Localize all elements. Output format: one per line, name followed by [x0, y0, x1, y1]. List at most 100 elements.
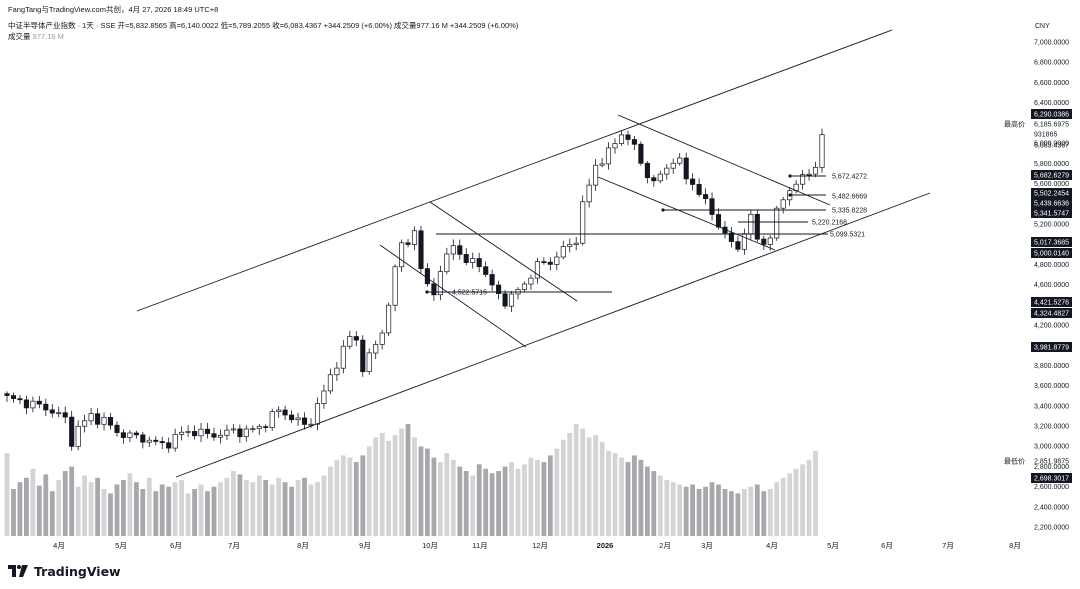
volume-bar — [328, 466, 333, 536]
candle-body — [735, 241, 741, 250]
candlestick — [360, 335, 366, 377]
volume-bar — [470, 475, 476, 536]
price-tick-label: 3,400.0000 — [1034, 403, 1069, 410]
volume-bar — [256, 475, 262, 536]
candle-body — [224, 429, 230, 436]
channel-lower-line — [175, 192, 931, 478]
price-label-badge — [1031, 248, 1072, 258]
price-tick-label: 2,600.0000 — [1034, 484, 1069, 491]
candle-body — [748, 213, 754, 235]
candlestick — [625, 130, 631, 146]
price-label: 3,981.8779 — [1034, 345, 1069, 352]
volume-bar — [431, 457, 437, 536]
candle-body — [483, 266, 489, 275]
candle-body — [379, 332, 385, 345]
candlestick — [4, 391, 10, 402]
candlestick — [547, 257, 553, 271]
candlestick — [314, 397, 321, 431]
volume-bar — [295, 480, 301, 536]
volume-bar — [742, 489, 747, 536]
candlestick — [243, 425, 249, 442]
price-label: 6,185.6975 — [1034, 122, 1069, 129]
level-anchor-dot — [661, 208, 665, 212]
volume-bar — [108, 493, 113, 536]
candlestick — [754, 210, 760, 242]
candlestick — [347, 330, 353, 350]
volume-bar — [554, 448, 560, 536]
candle-body — [101, 417, 107, 425]
candle-body — [4, 393, 10, 396]
time-tick-label: 7月 — [942, 541, 954, 550]
price-label: 2,698.3017 — [1034, 476, 1069, 483]
time-tick-label: 5月 — [115, 541, 127, 550]
candle-body — [69, 416, 75, 447]
volume-bar — [425, 448, 430, 536]
volume-bar — [709, 482, 715, 536]
volume-bar — [36, 485, 42, 536]
price-tick-label: 6,400.0000 — [1034, 100, 1069, 107]
price-label-badge — [1031, 109, 1072, 119]
level-anchor-dot — [788, 193, 792, 197]
candlestick — [580, 195, 586, 246]
candlestick — [774, 206, 780, 241]
candlestick — [172, 428, 178, 452]
candle-body — [75, 425, 81, 447]
volume-bar — [754, 484, 760, 536]
price-tick-label: 3,000.0000 — [1034, 444, 1069, 451]
volume-bar — [237, 474, 243, 536]
tradingview-brand[interactable]: TradingView — [8, 563, 121, 579]
price-label: 5,682.6279 — [1034, 173, 1069, 180]
candlestick — [677, 153, 683, 166]
volume-bar — [535, 459, 540, 536]
volume-bar — [250, 482, 256, 536]
candle-body — [651, 177, 657, 182]
candle-body — [618, 134, 625, 144]
candlestick — [631, 135, 637, 150]
symbol-ohlc-line: 中证半导体产业指数 · 1天 · SSE 开=5,832.8565 高=6,14… — [8, 21, 519, 30]
candle-body — [289, 414, 295, 421]
candlestick — [541, 257, 547, 265]
volume-bar — [231, 471, 236, 536]
volume-bar — [418, 446, 424, 536]
level-label: 5,335.8228 — [832, 208, 867, 215]
volume-bar — [522, 464, 527, 536]
volume-bar — [586, 437, 592, 536]
candlestick — [496, 280, 502, 300]
candlesticks — [4, 128, 825, 453]
volume-bar — [211, 486, 217, 536]
candle-body — [256, 426, 262, 430]
candlestick — [69, 410, 75, 451]
candlestick — [612, 138, 618, 154]
price-tick-label: 6,000.0000 — [1034, 141, 1069, 148]
volume-bar — [489, 473, 495, 536]
volume-bar — [645, 466, 650, 536]
candle-body — [30, 400, 36, 409]
volume-bar — [30, 468, 36, 536]
price-label: 5,000.0140 — [1034, 251, 1069, 258]
candle-body — [56, 412, 62, 415]
price-tick-label: 3,800.0000 — [1034, 363, 1069, 370]
volume-bar — [483, 468, 489, 536]
volume-bar — [127, 473, 133, 536]
volume-bar — [315, 482, 320, 536]
volume-bar — [683, 486, 689, 536]
time-tick-label: 2026 — [597, 541, 614, 550]
candle-body — [107, 417, 114, 426]
price-label: 6,083.4367 — [1034, 143, 1069, 150]
volume-legend: 成交量 977.16 M — [8, 31, 64, 42]
candle-body — [159, 441, 165, 444]
candle-body — [599, 163, 605, 166]
volume-bar — [696, 489, 702, 536]
candlestick — [17, 395, 23, 405]
level-label: 5,672.4272 — [832, 174, 867, 181]
candlestick — [366, 348, 372, 375]
price-tick-label: 4,800.0000 — [1034, 262, 1069, 269]
candle-body — [625, 134, 631, 140]
time-axis: 4月 5月 6月 7月 8月 9月 10月 11月 12月 2026 2月 3月 4月 5月 6月 7月 8月 — [53, 541, 1021, 550]
volume-bar — [82, 475, 87, 536]
candle-body — [709, 198, 715, 215]
volume-bar — [541, 462, 547, 536]
price-label-badge — [1031, 342, 1072, 352]
author-line: FangTang与TradingView.com共创，4月 27, 2026 1… — [8, 5, 219, 14]
